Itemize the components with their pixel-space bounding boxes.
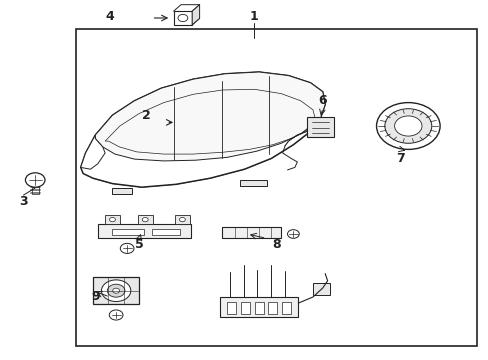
Text: 4: 4: [105, 10, 114, 23]
Text: 1: 1: [249, 10, 258, 23]
Text: 8: 8: [271, 238, 280, 251]
Text: 3: 3: [19, 195, 28, 208]
Polygon shape: [239, 180, 266, 186]
Polygon shape: [282, 302, 290, 314]
Polygon shape: [138, 215, 152, 224]
Circle shape: [120, 243, 134, 253]
Polygon shape: [105, 215, 120, 224]
Polygon shape: [112, 188, 132, 194]
Circle shape: [384, 109, 431, 143]
Polygon shape: [306, 117, 333, 137]
Text: 5: 5: [135, 238, 143, 251]
Text: 6: 6: [318, 94, 326, 107]
Circle shape: [376, 103, 439, 149]
Polygon shape: [268, 302, 277, 314]
Polygon shape: [81, 72, 325, 187]
Circle shape: [394, 116, 421, 136]
Text: 9: 9: [91, 291, 100, 303]
Circle shape: [109, 310, 123, 320]
Polygon shape: [32, 187, 39, 194]
Circle shape: [25, 173, 45, 187]
Circle shape: [101, 280, 130, 302]
Polygon shape: [112, 229, 144, 235]
Polygon shape: [222, 227, 281, 238]
Circle shape: [112, 288, 119, 293]
Polygon shape: [220, 297, 298, 317]
Polygon shape: [95, 72, 325, 161]
Text: 7: 7: [396, 152, 405, 165]
Polygon shape: [192, 5, 199, 25]
Circle shape: [142, 217, 148, 222]
Circle shape: [179, 217, 185, 222]
Circle shape: [107, 284, 124, 297]
Polygon shape: [151, 229, 180, 235]
Polygon shape: [98, 224, 190, 238]
Polygon shape: [81, 135, 105, 169]
Circle shape: [287, 230, 299, 238]
Polygon shape: [93, 277, 139, 304]
Circle shape: [178, 14, 187, 22]
Bar: [76, 29, 476, 346]
Polygon shape: [254, 302, 263, 314]
Polygon shape: [241, 302, 249, 314]
Polygon shape: [173, 11, 192, 25]
Polygon shape: [312, 283, 329, 295]
Polygon shape: [175, 215, 189, 224]
Polygon shape: [81, 124, 315, 187]
Circle shape: [109, 217, 115, 222]
Text: 2: 2: [142, 109, 151, 122]
Polygon shape: [315, 124, 322, 130]
Polygon shape: [227, 302, 236, 314]
